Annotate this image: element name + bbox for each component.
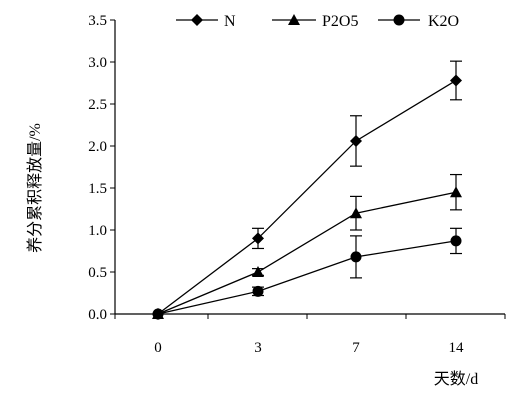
x-axis-label: 天数/d [434, 370, 478, 388]
y-tick-label: 3.5 [88, 13, 107, 29]
data-point [152, 308, 164, 320]
data-point [350, 134, 362, 147]
legend-marker [191, 14, 203, 26]
data-point [350, 251, 362, 263]
series-n [152, 60, 462, 320]
x-tick-label: 3 [254, 340, 262, 356]
x-tick-label: 14 [449, 340, 465, 356]
x-tick-label: 7 [352, 340, 360, 356]
y-tick-label: 2.5 [88, 97, 107, 113]
series-line [157, 191, 457, 315]
legend-label: K2O [428, 13, 459, 30]
legend-label: P2O5 [322, 13, 358, 30]
data-point [450, 74, 462, 87]
y-tick-label: 2.0 [88, 139, 107, 155]
data-point [450, 235, 462, 247]
legend-item-p2o5: P2O5 [272, 13, 358, 30]
legend-item-n: N [176, 13, 236, 30]
data-point [252, 285, 264, 297]
x-ticks: 0 3 7 14 [114, 314, 506, 356]
x-tick-label: 0 [154, 340, 162, 356]
legend-marker [393, 14, 405, 26]
data-point [252, 232, 264, 245]
axes [114, 20, 505, 315]
data-point [350, 207, 362, 219]
y-tick-label: 1.0 [88, 223, 107, 239]
y-ticks: 0.0 0.5 1.0 1.5 2.0 2.5 3.0 3.5 [88, 13, 115, 323]
y-axis-label: 养分累积释放量/% [26, 123, 44, 253]
y-tick-label: 0.5 [88, 265, 107, 281]
legend-marker [288, 14, 300, 25]
y-tick-label: 3.0 [88, 55, 107, 71]
series-line [157, 79, 457, 315]
data-point [252, 266, 264, 277]
series-k2o [152, 227, 462, 320]
y-tick-label: 1.5 [88, 181, 107, 197]
legend: N P2O5 K2O [176, 13, 459, 30]
y-tick-label: 0.0 [88, 307, 107, 323]
series-line [157, 240, 457, 315]
legend-item-k2o: K2O [378, 13, 459, 30]
series-layer [152, 60, 462, 320]
data-point [450, 186, 462, 198]
legend-label: N [224, 13, 236, 30]
